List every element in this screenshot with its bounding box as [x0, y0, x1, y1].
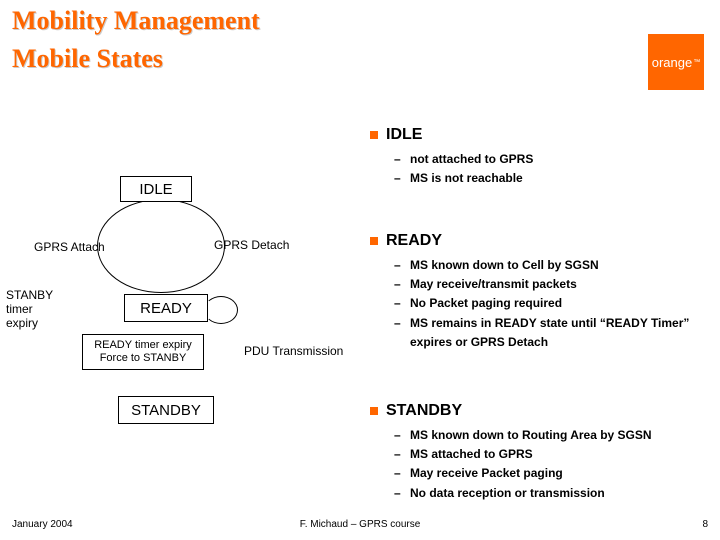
ready-item-3: MS remains in READY state until “READY T…: [370, 314, 710, 352]
state-idle-label: IDLE: [139, 181, 172, 198]
label-gprs-detach: GPRS Detach: [214, 238, 289, 252]
ready-timer-label: READY timer expiry Force to STANBY: [94, 339, 192, 365]
arc-idle-ready: [97, 199, 225, 293]
ready-item-2: No Packet paging required: [370, 294, 710, 313]
ready-item-0: MS known down to Cell by SGSN: [370, 256, 710, 275]
standby-item-0: MS known down to Routing Area by SGSN: [370, 426, 710, 445]
idle-item-1: MS is not reachable: [370, 169, 710, 188]
ready-item-1: May receive/transmit packets: [370, 275, 710, 294]
label-pdu-transmission: PDU Transmission: [244, 344, 343, 358]
tm-icon: ™: [693, 59, 700, 66]
standby-item-1: MS attached to GPRS: [370, 445, 710, 464]
ready-timer-box: READY timer expiry Force to STANBY: [82, 334, 204, 370]
standby-item-2: May receive Packet paging: [370, 464, 710, 483]
label-stanby-timer: STANBY timer expiry: [6, 288, 53, 330]
state-idle: IDLE: [120, 176, 192, 202]
standby-heading: STANDBY: [370, 402, 710, 420]
footer-author: F. Michaud – GPRS course: [300, 519, 421, 530]
logo-text: orange: [652, 55, 692, 70]
footer-page-number: 8: [702, 519, 708, 530]
bullets-ready: READY MS known down to Cell by SGSN May …: [370, 232, 710, 352]
slide: Mobility Management Mobile States orange…: [0, 0, 720, 540]
label-gprs-attach: GPRS Attach: [34, 240, 105, 254]
title-line-2: Mobile States: [12, 44, 163, 74]
state-standby: STANDBY: [118, 396, 214, 424]
idle-heading: IDLE: [370, 126, 710, 144]
bullets-standby: STANDBY MS known down to Routing Area by…: [370, 402, 710, 503]
idle-item-0: not attached to GPRS: [370, 150, 710, 169]
state-ready-label: READY: [140, 300, 192, 317]
footer-date: January 2004: [12, 519, 73, 530]
state-standby-label: STANDBY: [131, 402, 201, 419]
ready-heading: READY: [370, 232, 710, 250]
state-ready: READY: [124, 294, 208, 322]
orange-logo: orange™: [648, 34, 704, 90]
title-line-1: Mobility Management: [12, 6, 260, 36]
bullets-idle: IDLE not attached to GPRS MS is not reac…: [370, 126, 710, 188]
standby-item-3: No data reception or transmission: [370, 484, 710, 503]
ready-self-loop: [204, 296, 238, 324]
